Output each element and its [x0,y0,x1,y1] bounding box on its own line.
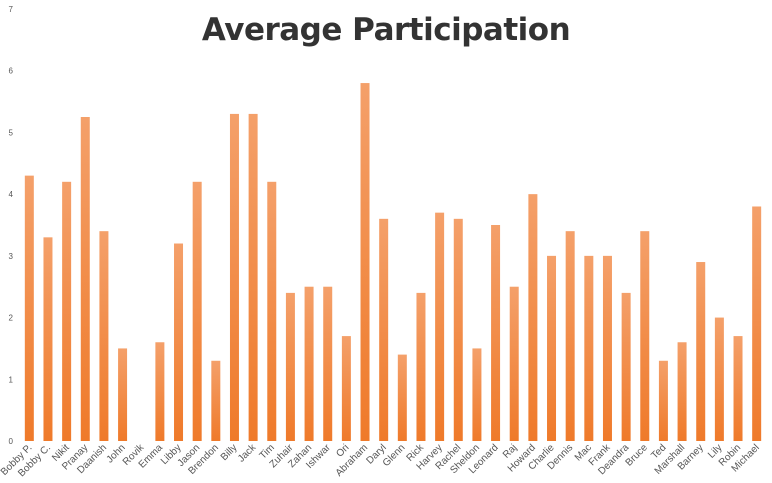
bar [99,231,109,441]
bar [192,181,202,442]
bar [174,243,184,441]
y-tick-label: 0 [9,437,14,446]
bar [752,206,762,441]
bar [379,218,389,441]
x-tick-label: Jack [236,442,259,465]
bar [118,348,128,441]
bar [658,360,668,441]
x-tick-label: Bruce [624,442,651,469]
bar [509,286,519,441]
bar [397,354,407,441]
y-tick-label: 1 [9,375,14,384]
y-tick-label: 6 [9,67,14,76]
bar [248,113,258,441]
bar [341,336,351,441]
bar [304,286,314,441]
bar [602,255,612,441]
bar [733,336,743,441]
bar [155,342,165,441]
bar [640,231,650,441]
bar [621,292,631,441]
bar [211,360,221,441]
y-tick-label: 2 [9,314,14,323]
bar [491,225,501,441]
bar [323,286,333,441]
bar [547,255,557,441]
bar [416,292,426,441]
bar [528,194,538,441]
bar [43,237,53,441]
bar [435,212,445,441]
y-tick-label: 4 [9,190,14,199]
bar [229,113,239,441]
bar [565,231,575,441]
chart-title: Average Participation [201,12,571,48]
y-tick-label: 5 [9,128,14,137]
bar [285,292,295,441]
bar [267,181,277,442]
bar [80,117,90,441]
bar [677,342,687,441]
bar [62,181,72,442]
y-tick-label: 7 [9,5,14,14]
bar [360,83,370,441]
bar [453,218,463,441]
x-tick-label: Billy [219,442,240,463]
bar [472,348,482,441]
bar [696,262,706,441]
bar [584,255,594,441]
bar [24,175,34,441]
bar [714,317,724,441]
y-tick-label: 3 [9,252,14,261]
